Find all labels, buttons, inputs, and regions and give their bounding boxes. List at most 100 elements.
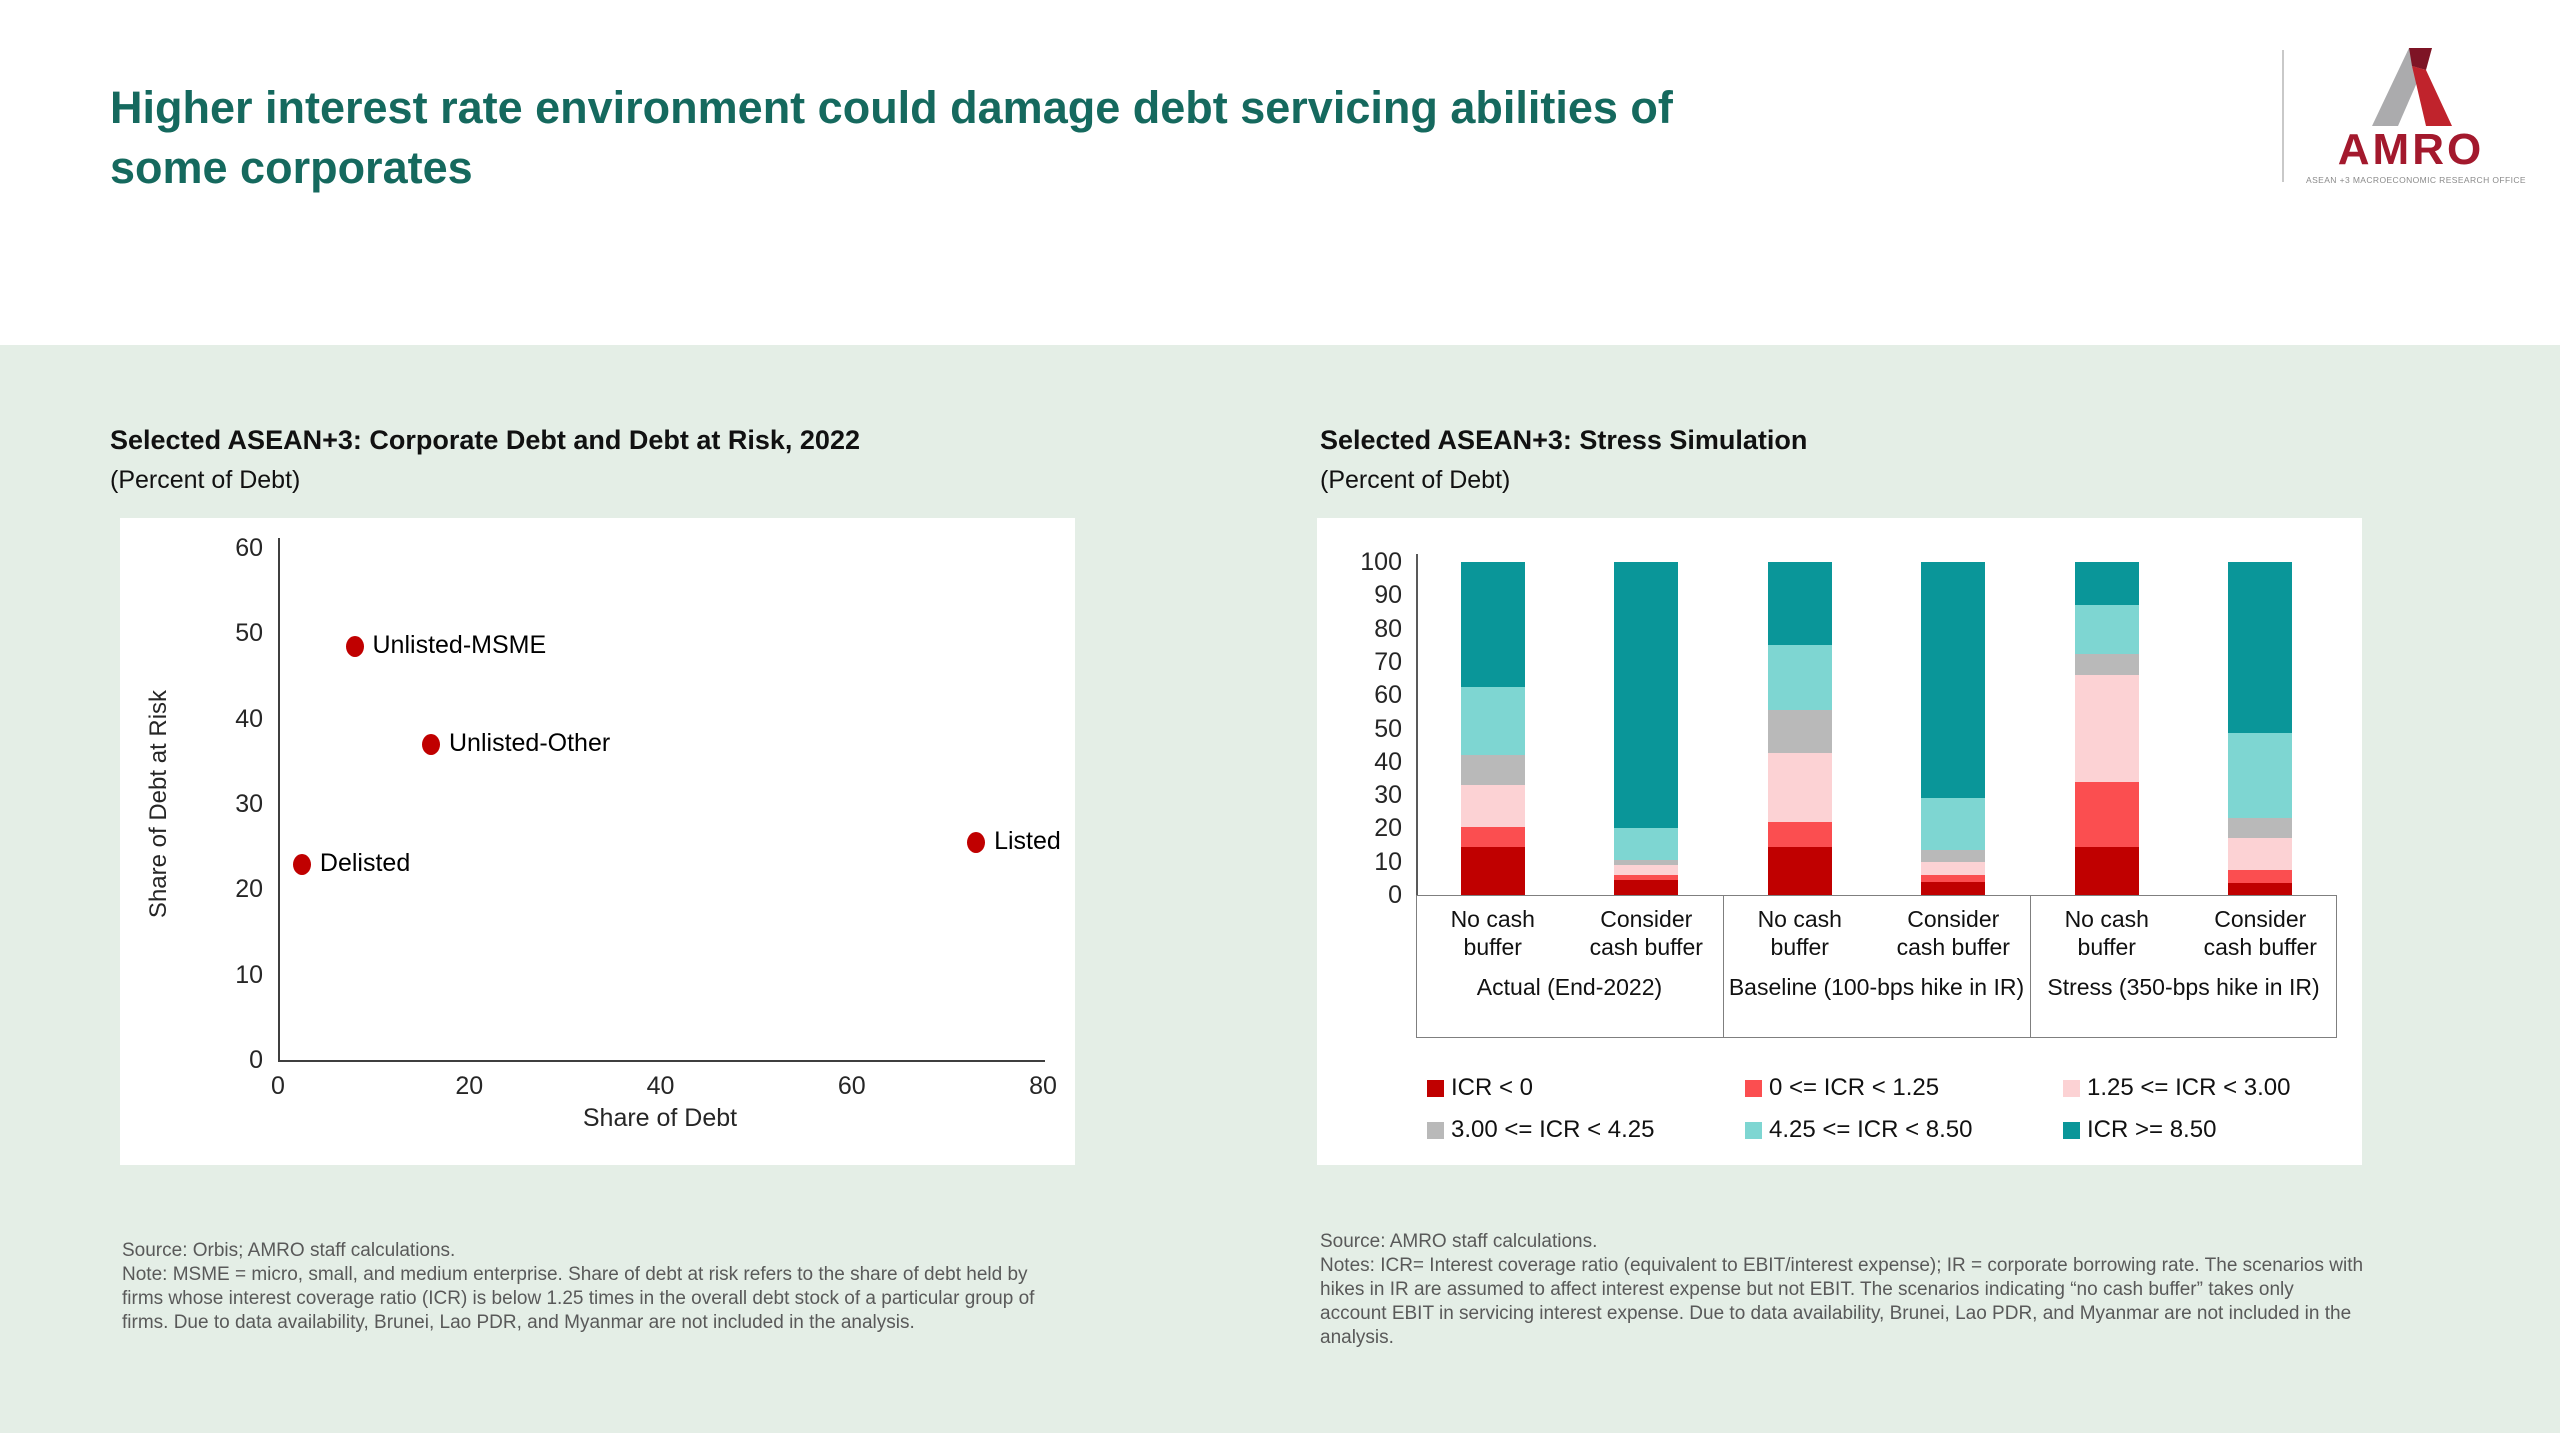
right-chart-title: Selected ASEAN+3: Stress Simulation bbox=[1320, 425, 1808, 455]
scatter-point-label: Listed bbox=[994, 827, 1061, 856]
x-tick-label: 20 bbox=[455, 1072, 484, 1100]
legend-item: ICR < 0 bbox=[1427, 1074, 1533, 1102]
bar-y-axis-line bbox=[1416, 554, 1418, 896]
category-axis-box bbox=[1416, 895, 2337, 1038]
legend-item: 4.25 <= ICR < 8.50 bbox=[1745, 1116, 1972, 1144]
y-tick-label: 60 bbox=[1374, 681, 1402, 710]
left-chart-title: Selected ASEAN+3: Corporate Debt and Deb… bbox=[110, 425, 860, 455]
scatter-point bbox=[422, 734, 440, 756]
bar-segment bbox=[2074, 562, 2139, 606]
scatter-point bbox=[292, 853, 311, 875]
category-label: No cash buffer bbox=[1757, 906, 1842, 960]
scatter-point-label: Unlisted-MSME bbox=[372, 631, 547, 660]
right-chart-subtitle: (Percent of Debt) bbox=[1320, 466, 1511, 494]
scatter-point-label: Unlisted-Other bbox=[449, 729, 611, 758]
category-label: Consider cash buffer bbox=[1589, 906, 1703, 960]
bar-segment bbox=[1614, 860, 1679, 866]
slide-title: Higher interest rate environment could d… bbox=[110, 78, 2230, 198]
bar-segment bbox=[1767, 562, 1832, 646]
bar-segment bbox=[1460, 686, 1525, 756]
right-chart-note: Notes: ICR= Interest coverage ratio (equ… bbox=[1320, 1255, 2364, 1348]
legend-item: ICR >= 8.50 bbox=[2063, 1116, 2216, 1144]
bar-segment bbox=[1614, 562, 1679, 829]
bar-segment bbox=[1460, 826, 1525, 847]
y-tick-label: 30 bbox=[1374, 781, 1402, 810]
legend-label: 4.25 <= ICR < 8.50 bbox=[1769, 1116, 1973, 1143]
logo-wordmark: AMRO bbox=[2337, 125, 2485, 174]
legend-swatch bbox=[1745, 1079, 1762, 1097]
y-tick-label: 50 bbox=[1374, 714, 1402, 743]
category-label: No cash buffer bbox=[1450, 906, 1535, 960]
y-tick-label: 10 bbox=[235, 960, 263, 989]
legend-swatch bbox=[1427, 1121, 1444, 1139]
bar-chart-panel: 0 10 20 30 40 50 60 70 80 90 100 No cash buffer Cons… bbox=[1317, 518, 2362, 1165]
bar-segment bbox=[2074, 781, 2139, 847]
y-tick-label: 40 bbox=[1374, 747, 1402, 776]
bar-segment bbox=[1614, 828, 1679, 861]
y-tick-label: 0 bbox=[1388, 881, 1402, 909]
scatter-chart-panel: Share of Debt at Risk Share of Debt 0 10 2… bbox=[120, 518, 1075, 1165]
bar-segment bbox=[2074, 653, 2139, 676]
bar-segment bbox=[1614, 880, 1679, 895]
legend-swatch bbox=[1427, 1079, 1444, 1097]
y-tick-label: 90 bbox=[1374, 581, 1402, 610]
bar-segment bbox=[1460, 785, 1525, 827]
slide-title-line1: Higher interest rate environment could d… bbox=[110, 82, 1673, 133]
x-tick-label: 80 bbox=[1029, 1072, 1057, 1100]
y-tick-label: 40 bbox=[235, 704, 263, 733]
legend-swatch bbox=[2063, 1121, 2080, 1139]
bar-segment bbox=[1767, 846, 1832, 895]
scatter-y-axis-title: Share of Debt at Risk bbox=[145, 689, 172, 919]
x-tick-label: 0 bbox=[271, 1072, 285, 1100]
scatter-point-label: Delisted bbox=[319, 848, 411, 877]
bar-segment bbox=[1921, 850, 1986, 862]
legend-label: 1.25 <= ICR < 3.00 bbox=[2087, 1074, 2291, 1101]
group-divider bbox=[2030, 895, 2031, 1038]
left-chart-note: Note: MSME = micro, small, and medium en… bbox=[122, 1264, 1035, 1333]
y-tick-label: 100 bbox=[1360, 548, 1402, 576]
bar-segment bbox=[2228, 883, 2293, 895]
y-tick-label: 70 bbox=[1374, 647, 1402, 676]
bar-segment bbox=[1921, 861, 1986, 875]
bar-segment bbox=[1921, 881, 1986, 895]
bar-segment bbox=[1614, 865, 1679, 875]
bar-segment bbox=[1767, 821, 1832, 847]
slide-title-line2: some corporates bbox=[110, 142, 473, 193]
category-label: No cash buffer bbox=[2064, 906, 2149, 960]
legend-swatch bbox=[2063, 1079, 2080, 1097]
group-label: Baseline (100-bps hike in IR) bbox=[1728, 974, 2025, 1000]
y-tick-label: 0 bbox=[249, 1046, 263, 1074]
legend-label: 0 <= ICR < 1.25 bbox=[1769, 1074, 1940, 1101]
logo-divider bbox=[2282, 50, 2284, 182]
y-tick-label: 10 bbox=[1374, 847, 1402, 876]
bar-segment bbox=[1460, 562, 1525, 687]
bar-segment bbox=[2228, 870, 2293, 884]
bar-segment bbox=[2074, 605, 2139, 654]
left-chart-footnote: Source: Orbis; AMRO staff calculations. … bbox=[122, 1239, 1037, 1335]
legend-item: 0 <= ICR < 1.25 bbox=[1745, 1074, 1939, 1102]
x-tick-label: 40 bbox=[646, 1072, 675, 1100]
left-chart-source: Source: Orbis; AMRO staff calculations. bbox=[122, 1240, 456, 1261]
group-label: Actual (End-2022) bbox=[1476, 974, 1663, 1000]
amro-triangle-icon bbox=[2372, 48, 2452, 126]
bar-segment bbox=[2074, 675, 2139, 782]
y-tick-label: 80 bbox=[1374, 614, 1402, 643]
bar-segment bbox=[1767, 645, 1832, 711]
legend-label: 3.00 <= ICR < 4.25 bbox=[1451, 1116, 1655, 1143]
left-chart-subtitle: (Percent of Debt) bbox=[110, 466, 301, 494]
y-tick-label: 20 bbox=[235, 875, 263, 904]
right-chart-source: Source: AMRO staff calculations. bbox=[1320, 1231, 1598, 1252]
bar-segment bbox=[1460, 755, 1525, 786]
bar-segment bbox=[2228, 562, 2293, 734]
legend-label: ICR < 0 bbox=[1451, 1074, 1534, 1101]
category-label: Consider cash buffer bbox=[1896, 906, 2010, 960]
x-tick-label: 60 bbox=[837, 1072, 866, 1100]
bar-segment bbox=[2074, 846, 2139, 895]
legend-swatch bbox=[1745, 1121, 1762, 1139]
right-chart-footnote: Source: AMRO staff calculations. Notes: … bbox=[1320, 1230, 2365, 1350]
bar-segment bbox=[2228, 733, 2293, 819]
scatter-point bbox=[967, 832, 986, 854]
bar-segment bbox=[1767, 753, 1832, 822]
bar-segment bbox=[1921, 875, 1986, 882]
